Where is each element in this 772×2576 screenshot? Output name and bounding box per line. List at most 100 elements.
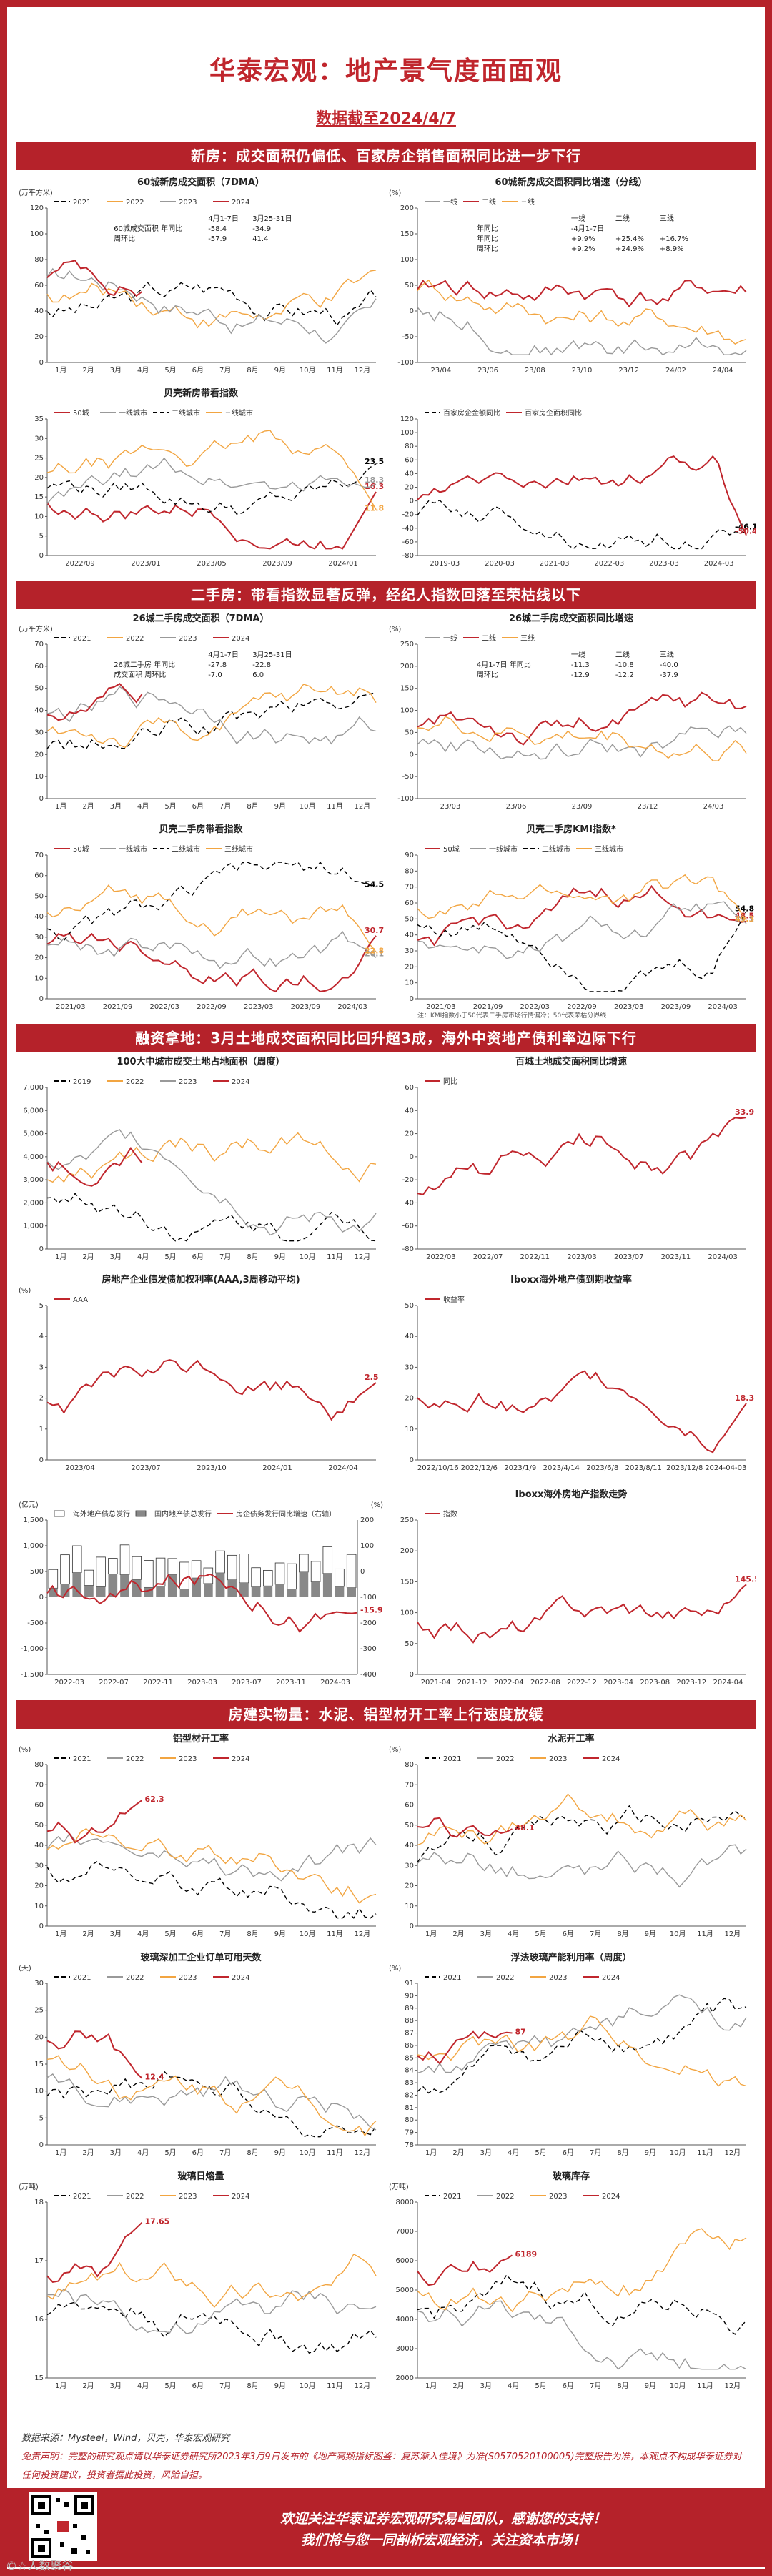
y-tick-label: 0 [410,307,414,315]
y-tick-label: 84 [405,2067,414,2075]
x-tick-label: 11月 [327,2382,343,2390]
annotation-cell: -12.9 [571,671,590,679]
y-tick-label: 80 [405,443,414,450]
svg-text:2021: 2021 [443,1974,461,1982]
x-tick-label: 8月 [247,802,258,811]
legend-item: 2024 [213,1078,249,1086]
svg-text:一线城市: 一线城市 [119,408,147,418]
svg-text:2023: 2023 [179,1078,197,1086]
axes: 2000 3000 4000 5000 6000 7000 8000 1月 2月 3月 4月 5月 6月… [396,2199,746,2390]
annotation-cell: -11.3 [571,661,590,669]
x-tick-label: 2024/04 [328,1464,358,1472]
x-tick-label: 11月 [327,1253,343,1261]
series-line [417,716,747,761]
y-tick-label: 8000 [396,2199,414,2206]
svg-text:2019: 2019 [73,1078,91,1086]
x-tick-label: 2020-03 [485,560,515,568]
y-tick-label: 87 [405,2030,414,2038]
svg-text:2024: 2024 [232,635,249,643]
legend-item: 2022 [477,1755,514,1763]
series-line [417,280,747,308]
section-banner-financing: 融资拿地：3月土地成交面积同比回升超3成，海外中资地产债利率边际下行 [16,1024,756,1052]
annotation-cell: 成交面积 周环比 [114,670,166,679]
last-value-label: 22.8 [365,947,384,956]
bar-domestic [275,1584,284,1597]
y-tick-label: 15 [34,493,44,501]
x-tick-label: 4月 [137,2148,149,2157]
chart-title: Iboxx海外房地产指数走势 [515,1489,628,1500]
x-tick-label: 7月 [219,2148,231,2157]
x-tick-label: 2023/6/8 [586,1464,618,1472]
axes: 0 1,000 2,000 3,000 4,000 5,000 6,000 7,000 1月 2月… [23,1084,376,1261]
x-tick-label: 7月 [590,2382,601,2390]
y-tick-label: 6000 [396,2257,414,2265]
x-tick-label: 2022-11 [143,1679,173,1687]
x-tick-label: 12月 [724,2382,741,2390]
legend-item: 二线城市 [523,844,570,854]
svg-text:三线: 三线 [520,633,535,643]
x-tick-label: 1月 [425,2382,437,2390]
legend-item: 2022 [107,1078,144,1086]
y-tick-label: -1,500 [21,1671,44,1679]
legend-item: 二线城市 [153,844,200,854]
series-line [417,1117,747,1196]
x-tick-label: 2024-03 [704,560,734,568]
axes: -100 -50 0 50 100 150 200 23/04 23/06 23/08 23/10 2… [397,204,746,375]
axes: 0 10 20 30 40 50 60 70 80 1月 2月 3月 4月 5月 6月 7月 8月 9月 10月 11… [34,1761,376,1938]
svg-text:2022: 2022 [126,1078,144,1086]
y-tick-label: 60 [405,1802,414,1810]
bar-domestic [204,1583,213,1597]
series-line [46,691,377,750]
chart-title: 玻璃日熔量 [177,2171,224,2182]
legend-item: 2023 [160,2193,197,2201]
x-tick-label: 2023-07 [232,1679,262,1687]
x-tick-label: 23/06 [506,803,527,811]
series-line [46,861,377,942]
y-tick-label: 50 [405,1640,414,1648]
bar-domestic [167,1574,177,1597]
x-tick-label: 2021/03 [56,1003,86,1011]
legend-item: 2024 [213,1974,249,1982]
svg-text:2024: 2024 [602,2193,620,2201]
svg-text:2021: 2021 [73,199,91,207]
watermark: ©☆人数聚谷 [6,2559,74,2572]
annotation-header: 3月25-31日 [252,651,292,659]
series-line [417,2300,747,2370]
bar-domestic [156,1586,165,1597]
legend: 2021 2022 2023 2024 [54,1755,249,1763]
y-tick-label: 7000 [396,2228,414,2236]
y-tick-label: 7,000 [23,1084,44,1092]
legend-item: 国内地产债总发行 [135,1509,212,1519]
legend: 2021 2022 2023 2024 [54,1974,249,1982]
chart-title: 玻璃深加工企业订单可用天数 [140,1952,262,1963]
x-tick-label: 23/12 [618,367,639,375]
x-tick-label: 3月 [110,802,122,811]
x-tick-label: 8月 [247,1253,258,1261]
y-tick-label: 200 [400,663,414,671]
bar-overseas [48,1569,59,1589]
annotation-cell: +25.4% [615,235,644,243]
chart-c10: 百城土地成交面积同比增速 同比 -80 -60 -40 -20 0 20 40 60 2022/03… [386,1055,756,1269]
y-tick-label: 100 [30,230,44,238]
last-value-label: 30.7 [365,926,384,935]
x-tick-label: 5月 [164,1253,176,1261]
y-tick-label: 10 [34,773,44,781]
x-tick-label: 2024/03 [708,1253,738,1261]
x-tick-label: 2022-03 [594,560,624,568]
x-tick-label: 1月 [55,1253,66,1261]
x-tick-label: 7月 [219,802,231,811]
series-line [417,725,747,760]
series-line [46,1193,377,1242]
legend-item: 2021 [425,2193,461,2201]
x-tick-label: 2022-08 [530,1679,560,1687]
x-tick-label: 5月 [164,2148,176,2157]
x-tick-label: 2022/03 [426,1253,456,1261]
series-line [417,2254,513,2286]
x-tick-label: 6月 [192,366,204,375]
y-tick-label: 100 [400,707,414,715]
svg-text:2023: 2023 [549,2193,567,2201]
legend-item: 2022 [107,199,144,207]
x-tick-label: 5月 [535,1930,546,1938]
y-tick-label: 15 [34,2061,44,2068]
